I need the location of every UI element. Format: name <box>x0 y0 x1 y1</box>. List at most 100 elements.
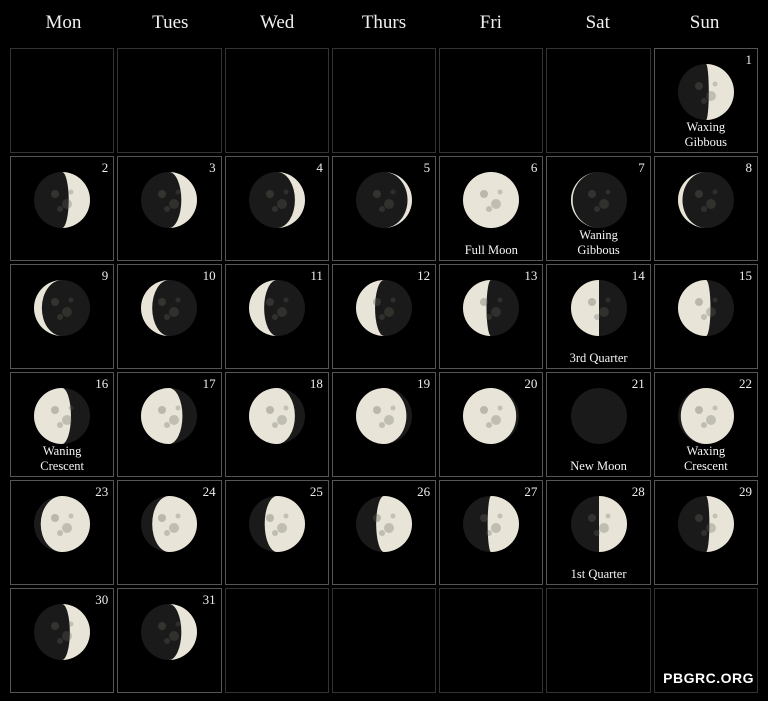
calendar-cell: 5 <box>332 156 436 261</box>
moon-phase-icon <box>677 63 735 121</box>
moon-phase-icon <box>33 387 91 445</box>
calendar-cell-blank <box>546 588 650 693</box>
day-number: 31 <box>203 592 216 608</box>
day-number: 2 <box>102 160 109 176</box>
calendar-cell: 31 <box>117 588 221 693</box>
moon-phase-icon <box>355 387 413 445</box>
weekday-header: Wed <box>224 8 331 42</box>
moon-phase-icon <box>248 495 306 553</box>
calendar-cell-blank <box>225 588 329 693</box>
calendar-cell: 13 <box>439 264 543 369</box>
day-number: 24 <box>203 484 216 500</box>
moon-phase-icon <box>140 387 198 445</box>
day-number: 7 <box>638 160 645 176</box>
calendar-cell: 30 <box>10 588 114 693</box>
weekday-header: Tues <box>117 8 224 42</box>
calendar-cell: 14 3rd Quarter <box>546 264 650 369</box>
calendar-cell: 7 WaningGibbous <box>546 156 650 261</box>
calendar-cell-blank <box>117 48 221 153</box>
moon-phase-icon <box>33 171 91 229</box>
weekday-header: Mon <box>10 8 117 42</box>
day-number: 13 <box>524 268 537 284</box>
day-number: 5 <box>424 160 431 176</box>
moon-phase-icon <box>140 171 198 229</box>
day-number: 4 <box>316 160 323 176</box>
calendar-cell: 22 WaxingCrescent <box>654 372 758 477</box>
moon-phase-icon <box>677 279 735 337</box>
moon-phase-icon <box>570 279 628 337</box>
weekday-header: Fri <box>437 8 544 42</box>
day-number: 22 <box>739 376 752 392</box>
day-number: 14 <box>632 268 645 284</box>
moon-phase-icon <box>355 495 413 553</box>
moon-phase-icon <box>677 495 735 553</box>
calendar-cell: 27 <box>439 480 543 585</box>
day-number: 30 <box>95 592 108 608</box>
calendar-cell: 8 <box>654 156 758 261</box>
weekday-header: Sat <box>544 8 651 42</box>
weekday-header-row: MonTuesWedThursFriSatSun <box>10 8 758 42</box>
moon-phase-icon <box>248 171 306 229</box>
calendar-cell-blank <box>439 588 543 693</box>
phase-label: 1st Quarter <box>547 567 649 581</box>
calendar-cell: 24 <box>117 480 221 585</box>
moon-phase-icon <box>140 495 198 553</box>
day-number: 29 <box>739 484 752 500</box>
day-number: 1 <box>745 52 752 68</box>
calendar-cell: 17 <box>117 372 221 477</box>
calendar-cell: 3 <box>117 156 221 261</box>
calendar-cell: 19 <box>332 372 436 477</box>
calendar-cell: 18 <box>225 372 329 477</box>
calendar-cell: 2 <box>10 156 114 261</box>
moon-phase-icon <box>570 387 628 445</box>
day-number: 8 <box>745 160 752 176</box>
moon-phase-icon <box>248 279 306 337</box>
day-number: 23 <box>95 484 108 500</box>
calendar-cell: 4 <box>225 156 329 261</box>
calendar-cell: 6 Full Moon <box>439 156 543 261</box>
calendar-cell: 28 1st Quarter <box>546 480 650 585</box>
calendar-cell-blank <box>439 48 543 153</box>
day-number: 11 <box>310 268 323 284</box>
day-number: 18 <box>310 376 323 392</box>
calendar-cell: 21 New Moon <box>546 372 650 477</box>
moon-phase-icon <box>248 387 306 445</box>
phase-label: WaxingCrescent <box>655 444 757 473</box>
calendar-cell: 15 <box>654 264 758 369</box>
moon-phase-icon <box>140 279 198 337</box>
moon-phase-icon <box>33 603 91 661</box>
watermark: PBGRC.ORG <box>663 670 754 686</box>
calendar-cell: 16 WaningCrescent <box>10 372 114 477</box>
calendar-cell: 20 <box>439 372 543 477</box>
day-number: 19 <box>417 376 430 392</box>
calendar-cell-blank <box>332 588 436 693</box>
calendar-cell: 12 <box>332 264 436 369</box>
calendar-cell-blank <box>546 48 650 153</box>
moon-phase-icon <box>677 387 735 445</box>
phase-label: WaningCrescent <box>11 444 113 473</box>
moon-phase-icon <box>140 603 198 661</box>
day-number: 26 <box>417 484 430 500</box>
phase-label: New Moon <box>547 459 649 473</box>
moon-calendar: MonTuesWedThursFriSatSun 1 WaxingGibbous… <box>0 0 768 701</box>
calendar-cell: 29 <box>654 480 758 585</box>
calendar-cell: 10 <box>117 264 221 369</box>
day-number: 10 <box>203 268 216 284</box>
calendar-cell-blank <box>10 48 114 153</box>
calendar-cell: 9 <box>10 264 114 369</box>
phase-label: WaxingGibbous <box>655 120 757 149</box>
day-number: 17 <box>203 376 216 392</box>
day-number: 9 <box>102 268 109 284</box>
day-number: 15 <box>739 268 752 284</box>
day-number: 16 <box>95 376 108 392</box>
moon-phase-icon <box>462 171 520 229</box>
moon-phase-icon <box>355 171 413 229</box>
day-number: 28 <box>632 484 645 500</box>
calendar-cell: 25 <box>225 480 329 585</box>
day-number: 20 <box>524 376 537 392</box>
day-number: 27 <box>524 484 537 500</box>
day-number: 25 <box>310 484 323 500</box>
calendar-cell: 11 <box>225 264 329 369</box>
moon-phase-icon <box>677 171 735 229</box>
moon-phase-icon <box>355 279 413 337</box>
